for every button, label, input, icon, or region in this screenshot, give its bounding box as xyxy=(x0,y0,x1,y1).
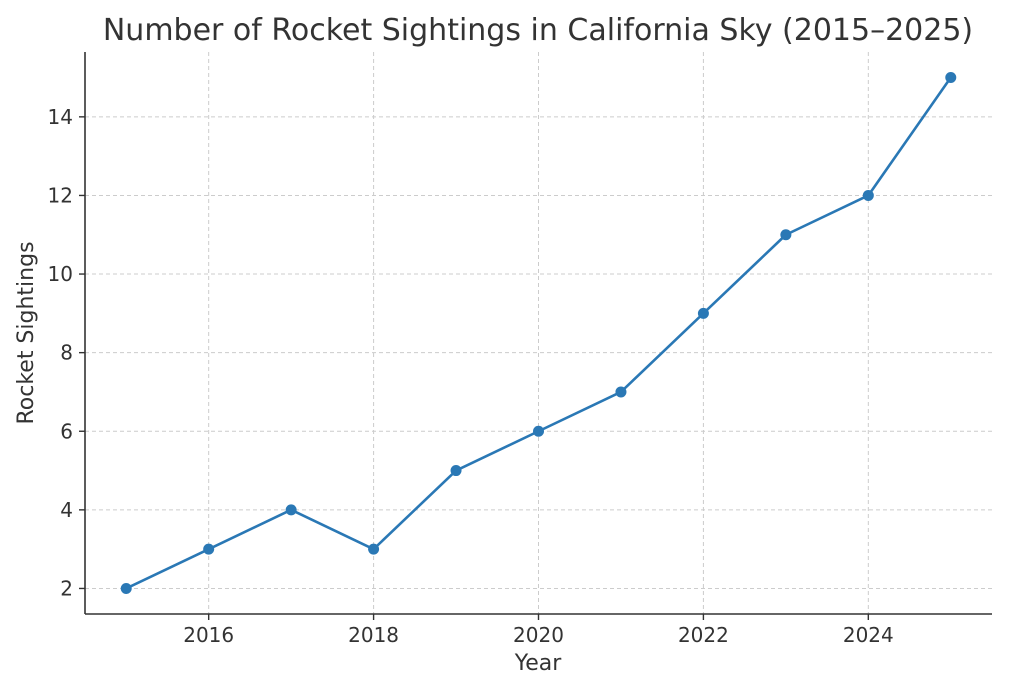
grid xyxy=(85,52,992,614)
data-point xyxy=(120,582,132,594)
data-point xyxy=(368,543,380,555)
data-point xyxy=(533,425,544,437)
y-tick-label: 12 xyxy=(48,183,73,207)
data-point xyxy=(780,229,792,241)
data-point xyxy=(697,307,709,319)
y-axis-label: Rocket Sightings xyxy=(14,241,39,424)
data-point xyxy=(945,72,957,84)
y-tick-label: 8 xyxy=(60,341,73,365)
chart-title: Number of Rocket Sightings in California… xyxy=(103,13,973,48)
x-ticks: 2016 2018 2020 2022 2024 xyxy=(183,614,894,647)
series xyxy=(120,72,957,594)
data-point xyxy=(450,465,462,477)
y-tick-label: 6 xyxy=(60,419,73,443)
x-tick-label: 2020 xyxy=(513,623,564,647)
x-tick-label: 2022 xyxy=(678,623,729,647)
x-tick-label: 2018 xyxy=(348,623,399,647)
data-point xyxy=(862,189,874,201)
x-tick-label: 2024 xyxy=(843,623,894,647)
data-point xyxy=(615,386,627,398)
y-tick-label: 10 xyxy=(48,262,73,286)
y-tick-label: 2 xyxy=(60,576,73,600)
x-axis-label: Year xyxy=(514,651,563,676)
x-tick-label: 2016 xyxy=(183,623,234,647)
y-tick-label: 14 xyxy=(48,105,73,129)
data-point xyxy=(285,504,297,516)
y-tick-label: 4 xyxy=(60,498,73,522)
data-point xyxy=(203,543,215,555)
y-ticks: 2 4 6 8 10 12 14 xyxy=(48,105,85,600)
